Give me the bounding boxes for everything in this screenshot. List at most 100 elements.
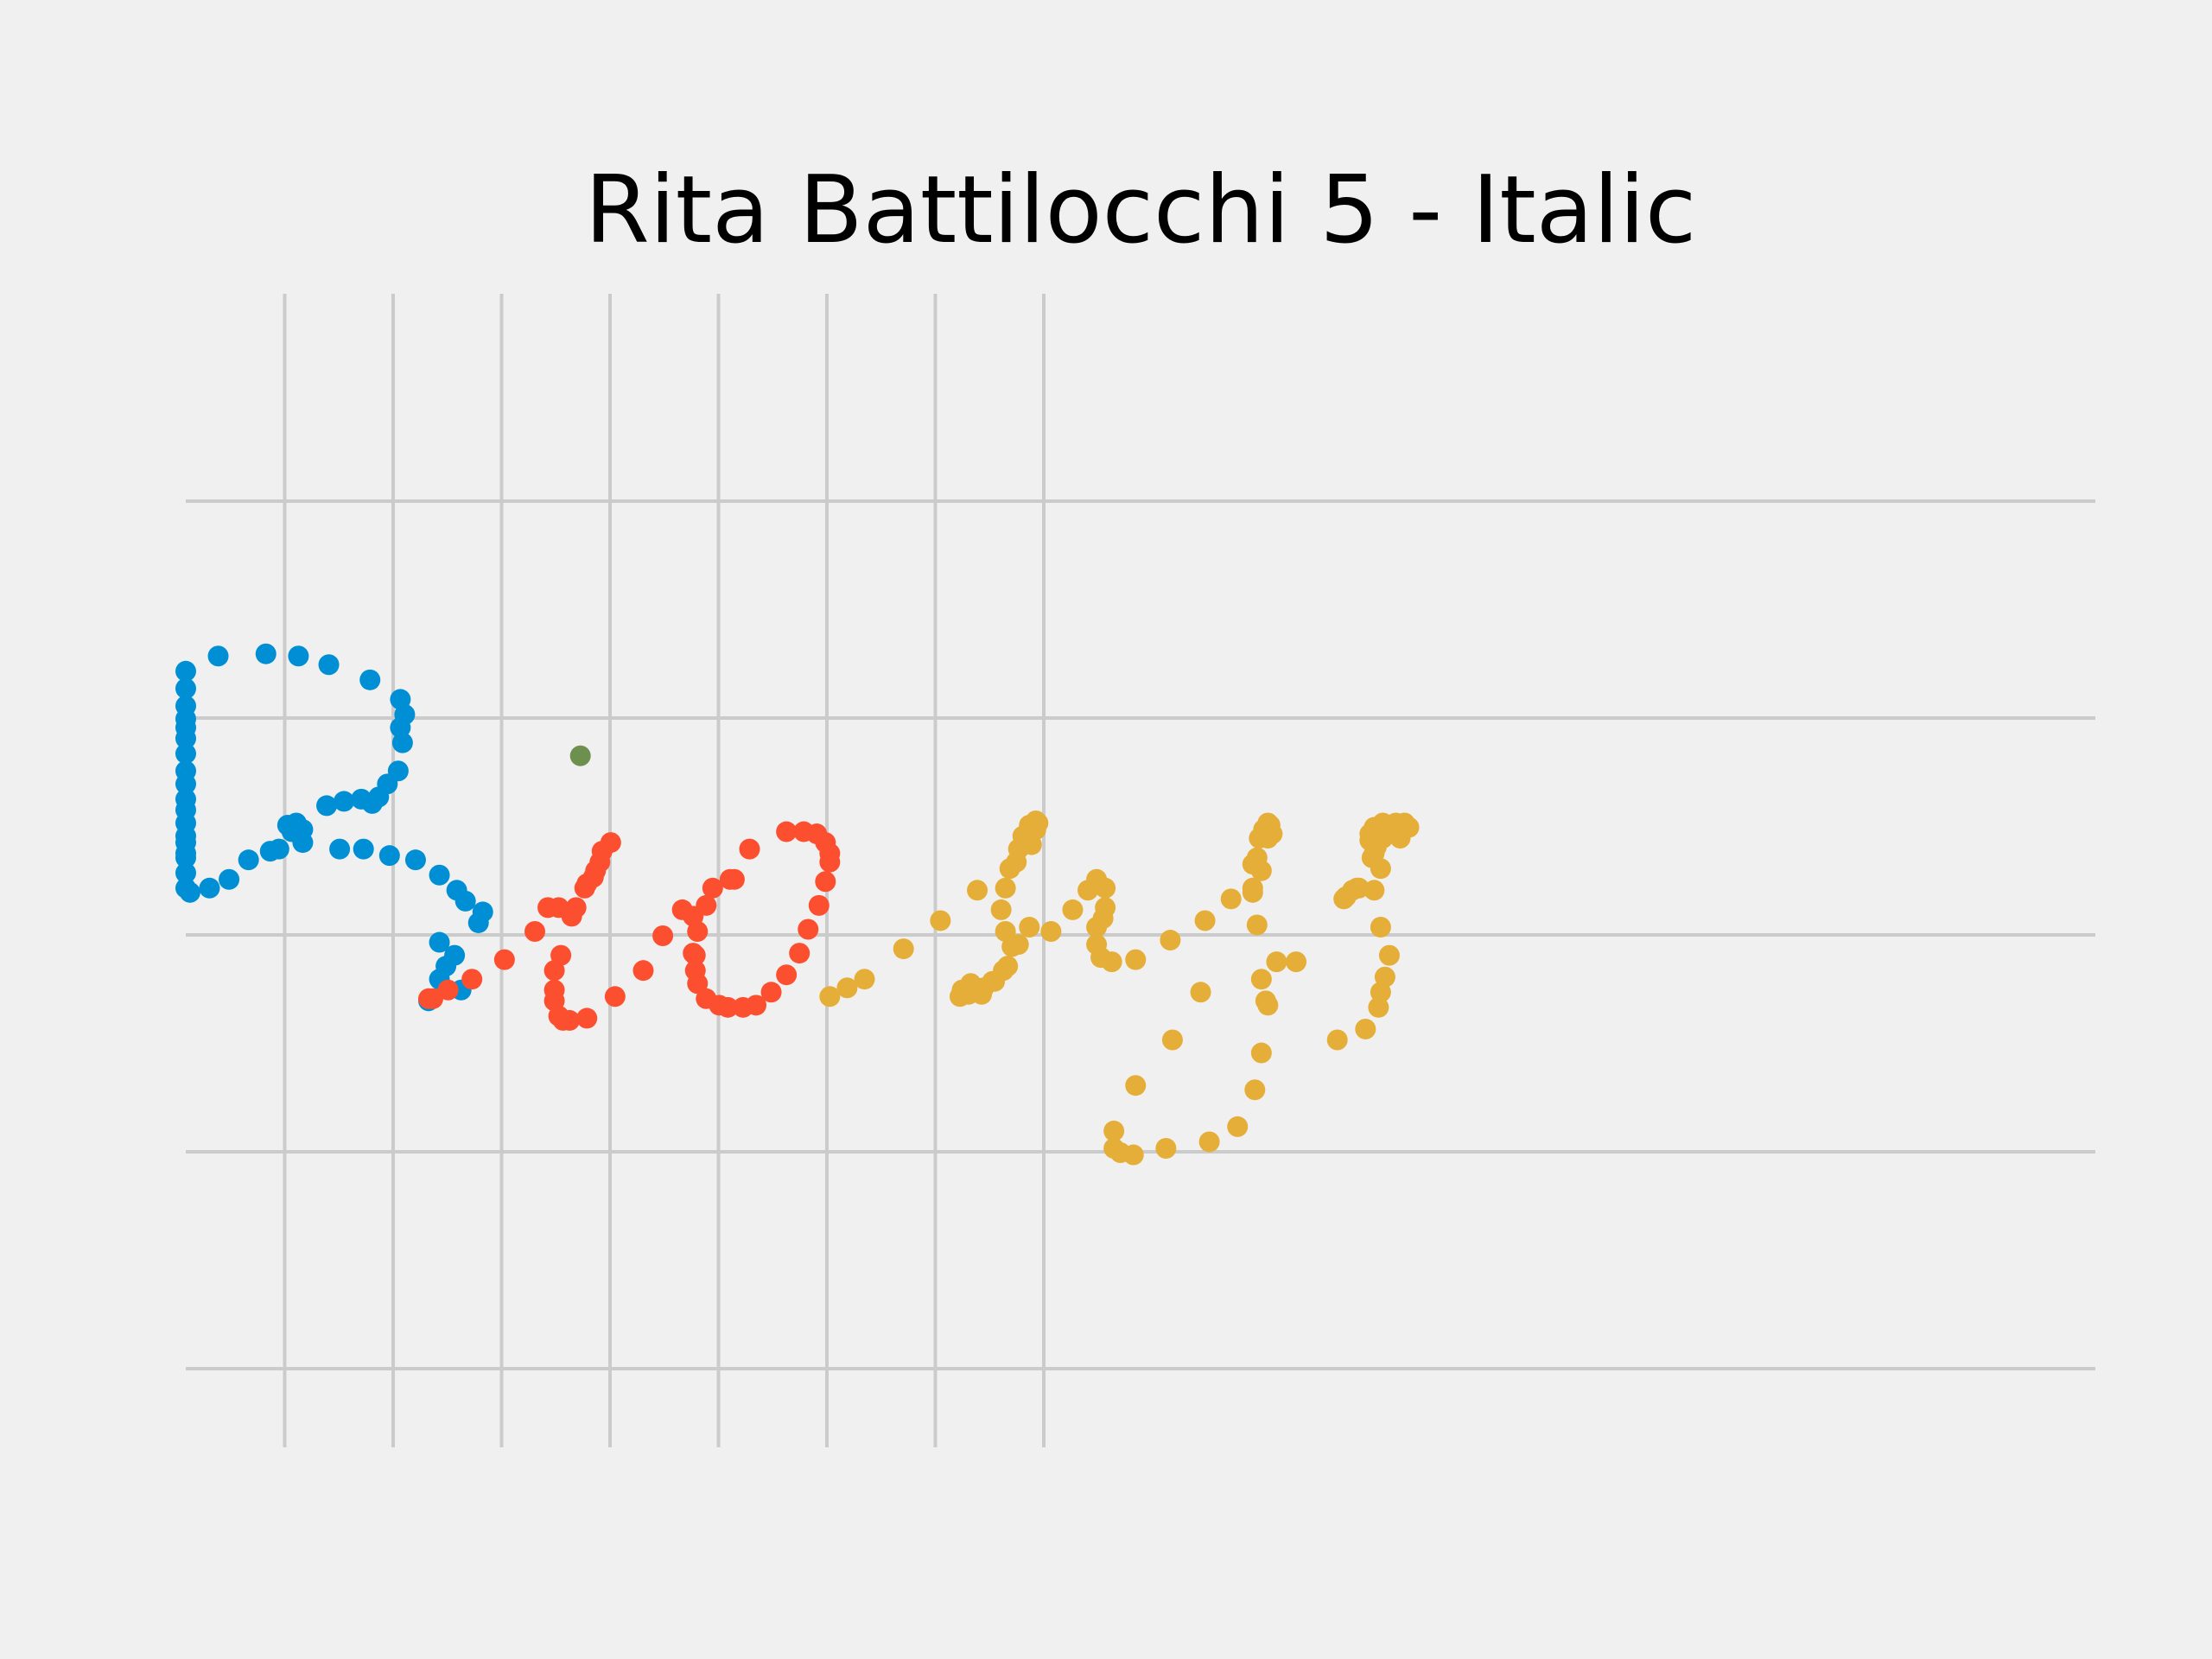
series-3-point-44 (1160, 930, 1181, 951)
series-2-point-7 (543, 960, 565, 982)
series-2-point-52 (574, 877, 595, 899)
series-1-point-23 (175, 862, 196, 884)
grid-lines (186, 294, 2095, 1447)
series-2-point-26 (746, 995, 767, 1016)
series-2-point-39 (739, 838, 760, 860)
scatter-points (175, 643, 1420, 1166)
series-1-point-42 (288, 645, 309, 667)
series-2-point-13 (576, 1007, 598, 1029)
series-3-point-3 (893, 938, 914, 960)
series-3-point-62 (1250, 1042, 1272, 1064)
series-3-point-98 (1361, 847, 1382, 868)
series-3-point-31 (1019, 916, 1040, 938)
series-2-point-12 (559, 1009, 581, 1031)
series-1-point-37 (175, 695, 196, 716)
series-3-point-73 (1190, 982, 1211, 1003)
series-1-point-48 (391, 732, 413, 753)
series-3-point-30 (1007, 934, 1029, 956)
series-2-point-38 (776, 821, 798, 842)
series-1-point-59 (276, 815, 298, 836)
series-3-point-39 (1086, 916, 1108, 938)
series-2-point-56 (537, 897, 559, 918)
series-3-point-83 (1363, 880, 1385, 901)
series-1-point-17 (259, 841, 281, 862)
series-3-point-45 (1194, 910, 1216, 931)
series-3-point-2 (854, 969, 875, 990)
series-1-point-11 (404, 849, 426, 871)
series-3-point-43 (1125, 949, 1147, 970)
series-1-point-10 (429, 864, 450, 886)
series-1-point-7 (472, 901, 493, 923)
series-2-point-4 (493, 949, 515, 970)
series-3-point-58 (1246, 914, 1268, 936)
series-1-point-4 (444, 944, 466, 966)
series-3-point-16 (990, 899, 1012, 920)
series-3-point-5 (967, 880, 988, 901)
series-3-point-29 (997, 956, 1019, 977)
series-1-point-55 (316, 795, 338, 817)
series-1-point-9 (446, 880, 467, 901)
series-1-point-44 (359, 669, 381, 690)
series-1-point-14 (329, 838, 351, 860)
series-2-point-14 (604, 986, 626, 1007)
series-2-point-31 (808, 894, 830, 916)
series-3-point-72 (1161, 1029, 1183, 1051)
series-2-point-32 (815, 871, 836, 893)
series-1-point-18 (238, 849, 259, 871)
series-3-point-78 (1368, 996, 1389, 1018)
series-2-point-16 (652, 925, 674, 947)
series-2-point-24 (717, 996, 739, 1018)
series-1-point-22 (175, 877, 196, 899)
series-1-point-38 (175, 677, 196, 699)
series-1-point-33 (175, 743, 196, 765)
series-1-point-53 (351, 788, 372, 810)
series-1-point-30 (175, 788, 196, 810)
series-2-point-45 (683, 943, 704, 964)
series-1-point-13 (353, 838, 374, 860)
series-3-point-46 (1220, 888, 1242, 910)
series-3-point-82 (1370, 916, 1391, 938)
series-2-point-43 (696, 894, 717, 916)
series-3-point-76 (1326, 1029, 1348, 1051)
series-3-point-80 (1374, 966, 1395, 988)
series-4-point-0 (569, 745, 591, 766)
series-3-point-28 (984, 970, 1006, 992)
series-3-point-42 (1101, 951, 1122, 973)
series-3-point-57 (1242, 881, 1263, 903)
series-3-point-65 (1198, 1131, 1220, 1153)
series-2-point-5 (524, 921, 545, 942)
series-3-point-69 (1103, 1138, 1125, 1159)
series-2-point-3 (461, 969, 483, 990)
series-3-point-63 (1244, 1079, 1266, 1101)
series-3-point-33 (1062, 899, 1084, 920)
series-1-point-54 (334, 791, 355, 812)
series-2-point-28 (776, 964, 798, 986)
series-3-point-81 (1378, 944, 1400, 966)
series-1-point-20 (199, 877, 220, 899)
series-2-point-30 (798, 918, 819, 940)
series-3-point-59 (1250, 969, 1272, 990)
series-3-point-0 (819, 986, 841, 1007)
series-2-point-37 (793, 821, 815, 842)
series-3-point-66 (1155, 1138, 1177, 1159)
series-3-point-27 (971, 983, 993, 1005)
series-3-point-32 (1040, 921, 1062, 942)
series-3-point-71 (1125, 1075, 1147, 1096)
series-3-point-14 (999, 858, 1020, 880)
series-3-point-77 (1355, 1018, 1376, 1039)
series-2-point-21 (687, 973, 709, 995)
series-3-point-75 (1286, 951, 1306, 973)
series-2-point-44 (687, 921, 709, 942)
series-1-point-40 (207, 645, 229, 667)
series-1-point-12 (378, 845, 400, 867)
series-2-point-42 (702, 877, 723, 899)
series-2-point-15 (632, 960, 654, 982)
series-3-point-54 (1249, 828, 1270, 849)
series-3-point-13 (1007, 838, 1029, 860)
series-3-point-56 (1242, 854, 1263, 875)
series-3-point-1 (836, 977, 858, 999)
series-1-point-47 (390, 717, 411, 739)
series-3-point-103 (1346, 877, 1368, 899)
series-3-point-70 (1103, 1120, 1125, 1141)
